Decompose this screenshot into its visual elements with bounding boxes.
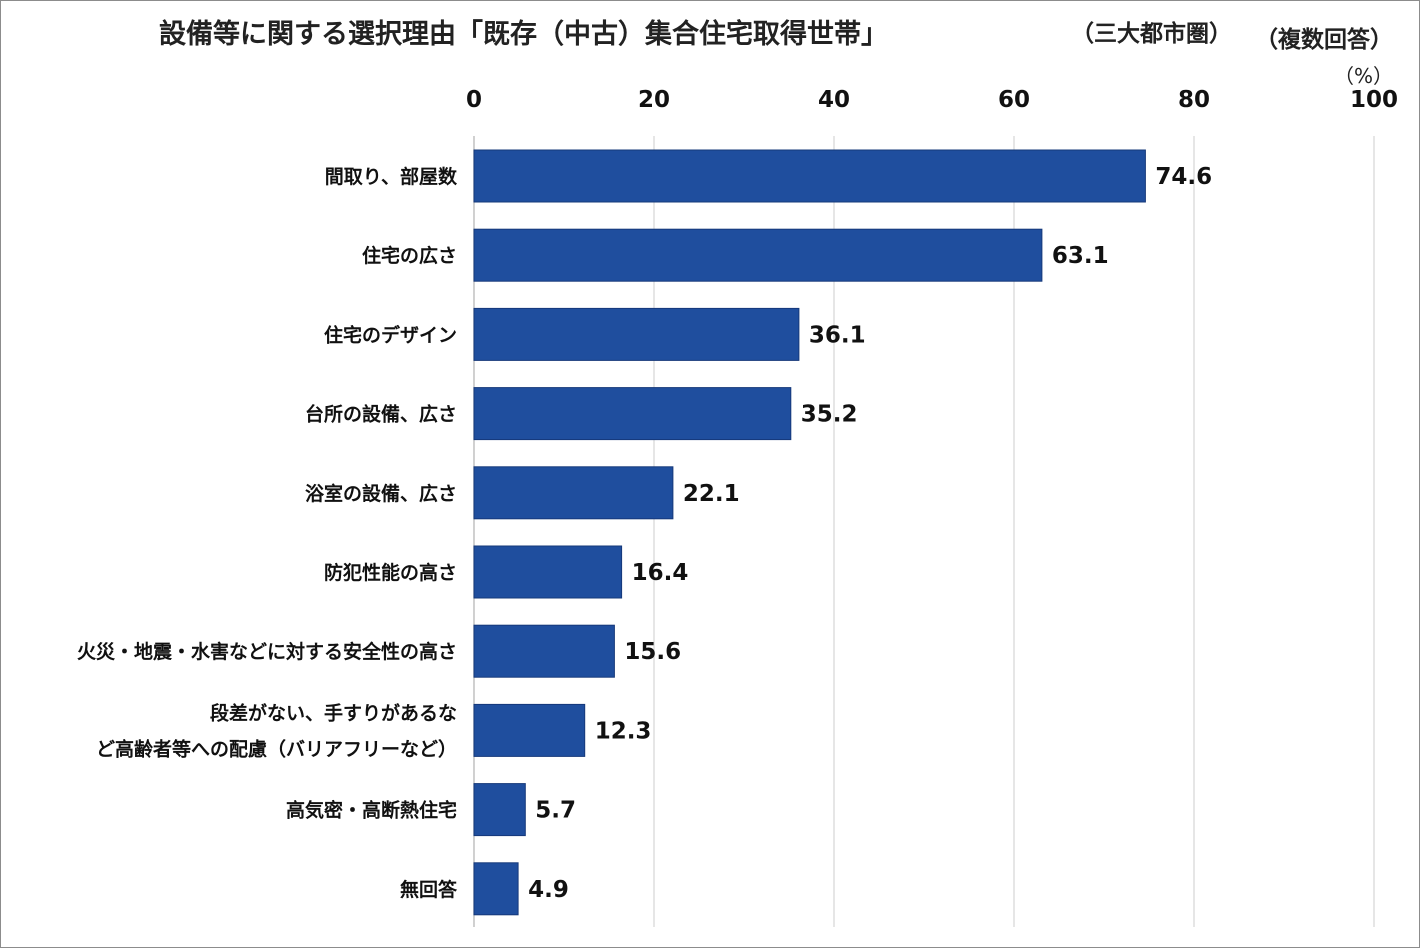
value-label: 36.1 xyxy=(809,322,866,348)
unit-label: （%） xyxy=(1334,64,1393,88)
value-labels: 74.6 63.1 36.1 35.2 22.1 16.4 15.6 12.3 5.7 4.9 xyxy=(528,164,1212,903)
bars xyxy=(473,149,1146,916)
x-axis-ticks: 0 20 40 60 80 100 xyxy=(466,87,1398,113)
x-tick-label: 0 xyxy=(466,87,482,113)
chart-subtitle: （三大都市圏） xyxy=(1071,20,1232,47)
category-label: 住宅のデザイン xyxy=(324,323,457,346)
bar xyxy=(473,307,800,361)
bar xyxy=(473,624,615,678)
bar xyxy=(473,149,1146,203)
bar xyxy=(473,228,1043,282)
bar xyxy=(473,387,792,441)
bar xyxy=(473,703,586,757)
category-label: 無回答 xyxy=(400,878,458,901)
category-label: 浴室の設備、広さ xyxy=(305,482,457,505)
value-label: 4.9 xyxy=(528,877,569,903)
category-label: 防犯性能の高さ xyxy=(324,561,457,584)
category-label: 段差がない、手すりがあるな xyxy=(210,701,457,724)
value-label: 16.4 xyxy=(632,560,689,586)
value-label: 15.6 xyxy=(624,639,681,665)
bar xyxy=(473,783,526,837)
value-label: 35.2 xyxy=(801,402,858,428)
x-tick-label: 40 xyxy=(818,87,850,113)
response-note: （複数回答） xyxy=(1255,26,1393,53)
category-label: 住宅の広さ xyxy=(362,244,457,267)
category-label: ど高齢者等への配慮（バリアフリーなど） xyxy=(96,737,457,760)
value-label: 74.6 xyxy=(1155,164,1212,190)
chart-title: 設備等に関する選択理由「既存（中古）集合住宅取得世帯」 xyxy=(159,18,888,50)
x-tick-label: 80 xyxy=(1178,87,1210,113)
category-label: 台所の設備、広さ xyxy=(305,403,457,426)
x-tick-label: 60 xyxy=(998,87,1030,113)
category-labels: 間取り、部屋数住宅の広さ住宅のデザイン台所の設備、広さ浴室の設備、広さ防犯性能の… xyxy=(77,165,458,901)
bar xyxy=(473,862,519,916)
x-tick-label: 20 xyxy=(638,87,670,113)
bar xyxy=(473,466,674,520)
value-label: 5.7 xyxy=(535,798,576,824)
x-tick-label: 100 xyxy=(1350,87,1398,113)
category-label: 火災・地震・水害などに対する安全性の高さ xyxy=(77,640,457,663)
bar xyxy=(473,545,623,599)
category-label: 間取り、部屋数 xyxy=(325,165,458,188)
value-label: 12.3 xyxy=(595,718,652,744)
category-label: 高気密・高断熱住宅 xyxy=(286,799,457,822)
value-label: 63.1 xyxy=(1052,243,1109,269)
value-label: 22.1 xyxy=(683,481,740,507)
